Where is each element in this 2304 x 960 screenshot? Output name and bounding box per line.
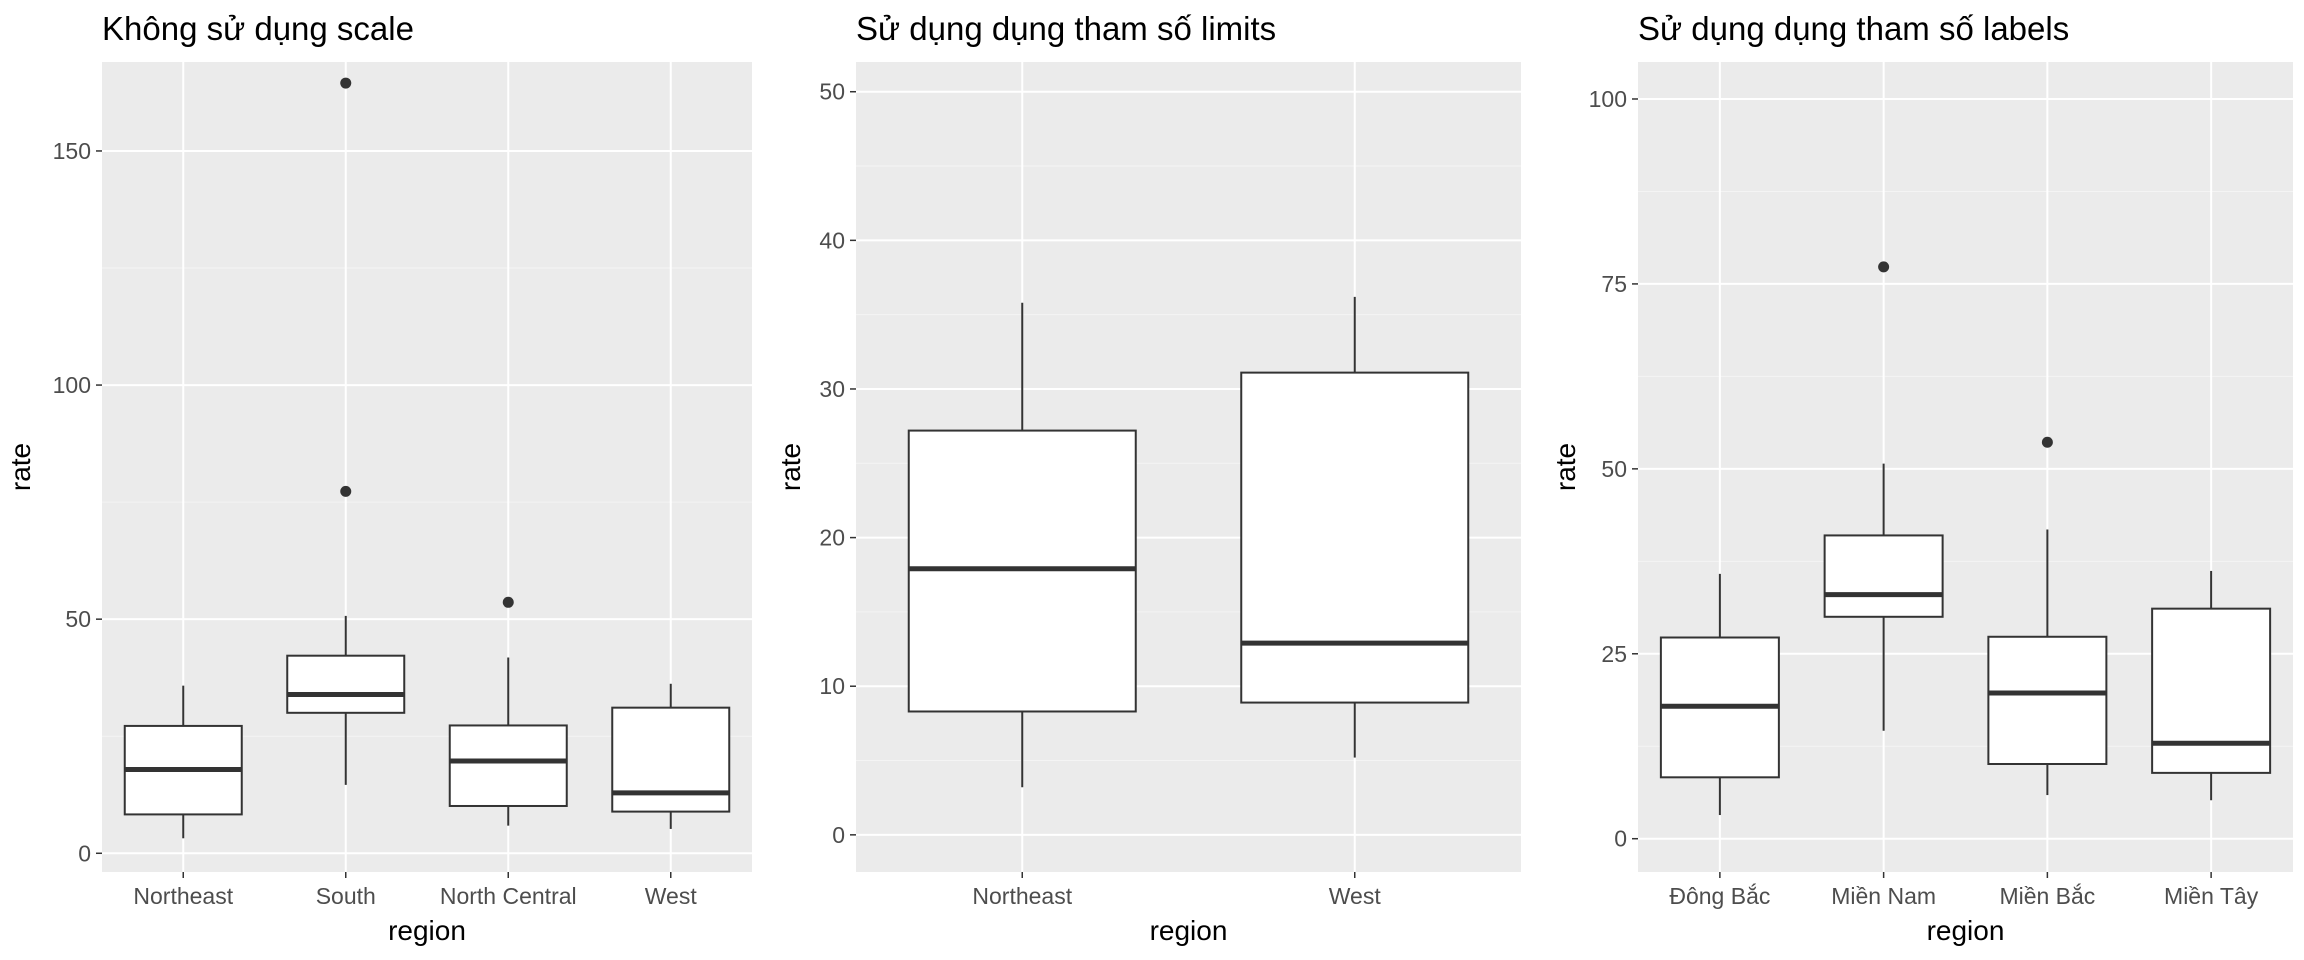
y-tick-label: 0 bbox=[832, 822, 845, 848]
outlier-point bbox=[2041, 436, 2053, 448]
panel-2: 0 10 20 30 40 50 Northeast West Sử dụng dụng tha… bbox=[775, 10, 1521, 946]
box-west bbox=[1240, 296, 1470, 758]
x-tick-label: West bbox=[645, 883, 698, 909]
iqr-box bbox=[1240, 371, 1470, 704]
outlier-point bbox=[340, 485, 352, 497]
panel-1: 0 50 100 150 Northeast South North Central West… bbox=[5, 10, 752, 946]
x-tick-label: Miền Bắc bbox=[1999, 883, 2095, 909]
iqr-box bbox=[611, 706, 731, 813]
y-tick-label: 0 bbox=[78, 840, 91, 866]
y-axis-title: rate bbox=[775, 443, 806, 491]
x-axis-title: region bbox=[1150, 915, 1228, 946]
iqr-box bbox=[2151, 607, 2272, 774]
x-axis-title: region bbox=[388, 915, 466, 946]
y-tick-label: 25 bbox=[1601, 641, 1627, 667]
y-tick-label: 20 bbox=[819, 525, 845, 551]
y-tick-label: 100 bbox=[53, 372, 91, 398]
chart-title: Không sử dụng scale bbox=[102, 10, 414, 47]
x-tick-label: South bbox=[316, 883, 376, 909]
box-miền-nam bbox=[1823, 261, 1944, 731]
x-tick-label: West bbox=[1329, 883, 1382, 909]
x-tick-label: Northeast bbox=[972, 883, 1072, 909]
y-tick-label: 50 bbox=[1601, 456, 1627, 482]
y-tick-label: 0 bbox=[1614, 826, 1627, 852]
panel-3: 0 25 50 75 100 Đông Bắc Miền Nam Miền Bắc Miền T… bbox=[1550, 10, 2293, 946]
x-tick-label: Miền Tây bbox=[2164, 883, 2259, 909]
y-tick-label: 100 bbox=[1589, 86, 1627, 112]
y-tick-label: 10 bbox=[819, 673, 845, 699]
box-đông-bắc bbox=[1659, 573, 1780, 816]
y-tick-label: 30 bbox=[819, 376, 845, 402]
box-miền-bắc bbox=[1987, 436, 2108, 796]
y-tick-label: 150 bbox=[53, 138, 91, 164]
y-tick-label: 50 bbox=[819, 79, 845, 105]
outlier-point bbox=[340, 77, 352, 89]
box-south bbox=[286, 77, 406, 785]
chart-title: Sử dụng dụng tham số labels bbox=[1638, 10, 2069, 47]
y-tick-label: 40 bbox=[819, 227, 845, 253]
chart-title: Sử dụng dụng tham số limits bbox=[856, 10, 1276, 47]
iqr-box bbox=[448, 724, 568, 807]
box-north-central bbox=[448, 596, 568, 826]
x-tick-label: Northeast bbox=[133, 883, 233, 909]
box-northeast bbox=[907, 302, 1137, 788]
x-tick-label: North Central bbox=[440, 883, 577, 909]
box-miền-tây bbox=[2151, 570, 2272, 801]
outlier-point bbox=[502, 596, 514, 608]
y-tick-label: 50 bbox=[65, 606, 91, 632]
outlier-point bbox=[1878, 261, 1890, 273]
x-axis-title: region bbox=[1927, 915, 2005, 946]
iqr-box bbox=[286, 654, 406, 714]
y-axis-title: rate bbox=[5, 443, 36, 491]
y-tick-label: 75 bbox=[1601, 271, 1627, 297]
box-northeast bbox=[123, 685, 243, 839]
iqr-box bbox=[1823, 534, 1944, 618]
x-tick-label: Miền Nam bbox=[1831, 883, 1936, 909]
x-tick-label: Đông Bắc bbox=[1669, 883, 1770, 909]
box-west bbox=[611, 683, 731, 829]
iqr-box bbox=[1987, 635, 2108, 766]
y-axis-title: rate bbox=[1550, 443, 1581, 491]
